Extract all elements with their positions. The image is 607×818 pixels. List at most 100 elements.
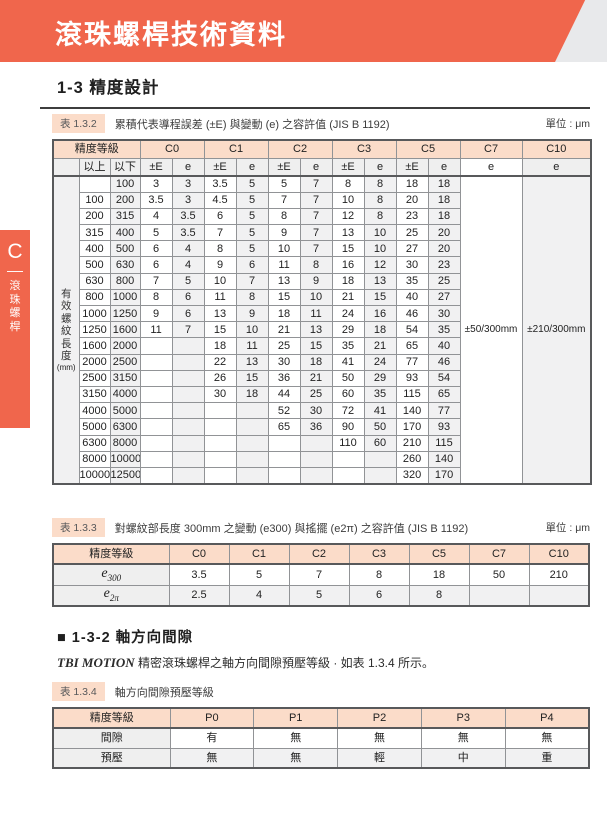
table-cell: 1250 <box>109 304 141 323</box>
table-cell: 12500 <box>109 466 141 485</box>
table-cell: 6 <box>171 304 205 323</box>
header-cell: ±E <box>267 157 301 177</box>
table-132-title: 累積代表導程誤差 (±E) 與變動 (e) 之容許值 (JIS B 1192) <box>114 118 390 131</box>
table-cell: 115 <box>395 385 429 404</box>
table-cell: 5 <box>171 272 205 290</box>
table-cell: 6 <box>171 288 205 307</box>
table-cell <box>299 450 333 468</box>
variation-table: 精度等級 C0 C1 C2 C3 C5 C7 C10 e300 3.5 5 7 8 18 50 210 e2π… <box>52 543 590 607</box>
table-cell: 5 <box>139 224 173 242</box>
page-title: 滾珠螺桿技術資料 <box>55 20 287 50</box>
table-cell: 18 <box>427 175 461 193</box>
table-row: 100 200 3.5 3 4.5 5 7 7 10 8 20 18 <box>53 191 591 209</box>
table-cell: 25 <box>395 224 429 242</box>
table-cell: 1250 <box>78 321 111 339</box>
table-cell: 8 <box>363 191 397 209</box>
top-banner: 滾珠螺桿技術資料 <box>0 0 607 62</box>
table-cell: 5000 <box>109 402 141 420</box>
header-cell: C7 <box>468 543 530 565</box>
table-cell: 44 <box>267 385 301 404</box>
table-cell: 15 <box>203 321 237 339</box>
table-cell: 1600 <box>78 337 111 355</box>
table-cell: 8 <box>299 256 333 274</box>
header-cell: e <box>235 157 269 177</box>
header-cell: C2 <box>288 543 350 565</box>
table-cell: 35 <box>427 321 461 339</box>
table-cell: 10 <box>331 191 365 209</box>
table-cell: 170 <box>395 418 429 436</box>
table-cell: 11 <box>139 321 173 339</box>
table-cell: 72 <box>331 402 365 420</box>
table-cell: 40 <box>427 337 461 355</box>
table-cell: 200 <box>109 191 141 209</box>
table-row: 800 1000 8 6 11 8 15 10 21 15 40 27 <box>53 288 591 307</box>
table-cell: 500 <box>78 256 111 274</box>
table-cell: 7 <box>288 563 350 586</box>
table-cell: 26 <box>203 369 237 387</box>
table-132-caption: 表 1.3.2 累積代表導程誤差 (±E) 與變動 (e) 之容許值 (JIS … <box>52 114 590 133</box>
table-cell: 65 <box>395 337 429 355</box>
c10-tolerance-cell: ±210/300mm <box>521 175 592 485</box>
table-cell: 11 <box>203 288 237 307</box>
table-cell: 54 <box>427 369 461 387</box>
table-cell: 800 <box>109 272 141 290</box>
header-cell: 精度等級 <box>52 139 141 159</box>
table-132-chip: 表 1.3.2 <box>52 114 105 133</box>
table-cell <box>331 466 365 485</box>
table-cell: 5 <box>235 175 269 193</box>
table-cell: 21 <box>267 321 301 339</box>
table-cell <box>171 369 205 387</box>
table-cell <box>299 466 333 485</box>
table-cell: 18 <box>235 385 269 404</box>
table-132-unit: 單位 : μm <box>545 118 590 130</box>
table-134-chip: 表 1.3.4 <box>52 682 105 701</box>
header-row: 精度等級 C0 C1 C2 C3 C5 C7 C10 <box>52 139 592 159</box>
table-cell: 29 <box>331 321 365 339</box>
chapter-label-vertical: 滾珠螺桿 <box>0 281 30 333</box>
table-cell <box>139 369 173 387</box>
lead-error-table: 精度等級 C0 C1 C2 C3 C5 C7 C10 以上 以下 ±E e ±E e ±E e ±E e ±E e e e… <box>52 139 593 485</box>
t133-head: 精度等級 C0 C1 C2 C3 C5 C7 C10 <box>52 543 590 565</box>
table-133-block: 表 1.3.3 對螺紋部長度 300mm 之變動 (e300) 與搖擺 (e2π… <box>52 518 590 607</box>
table-cell: 3 <box>171 175 205 193</box>
table-cell: 315 <box>78 224 111 242</box>
table-cell: 41 <box>331 353 365 371</box>
table-cell: 30 <box>267 353 301 371</box>
chapter-letter: C <box>7 240 23 263</box>
table-cell: 輕 <box>337 747 422 769</box>
table-row: 2000 2500 22 13 30 18 41 24 77 46 <box>53 353 591 371</box>
table-cell: 5 <box>288 584 350 607</box>
table-row: 間隙有無無無無 <box>52 727 590 749</box>
table-cell <box>235 418 269 436</box>
table-row: 預壓無無輕中重 <box>52 747 590 769</box>
table-cell: 54 <box>395 321 429 339</box>
header-cell: P2 <box>337 707 422 729</box>
table-cell <box>139 353 173 371</box>
table-cell: 4 <box>171 240 205 258</box>
table-cell: 無 <box>420 727 506 749</box>
table-cell: 7 <box>299 175 333 193</box>
table-cell: 7 <box>299 224 333 242</box>
table-cell: 6 <box>235 256 269 274</box>
table-cell: 無 <box>504 727 590 749</box>
banner-diagonal-decoration <box>555 0 607 62</box>
table-row: 4000 5000 52 30 72 41 140 77 <box>53 402 591 420</box>
table-cell: 1000 <box>78 304 111 323</box>
table-cell: 315 <box>109 207 141 226</box>
row-group-label: 有效螺紋長度 (mm) <box>52 175 80 485</box>
table-cell: 36 <box>299 418 333 436</box>
chapter-side-tab[interactable]: C 滾珠螺桿 <box>0 230 30 428</box>
table-cell: 4.5 <box>203 191 237 209</box>
table-cell: 2000 <box>109 337 141 355</box>
table-cell: 18 <box>395 175 429 193</box>
t134-head: 精度等級 P0 P1 P2 P3 P4 <box>52 707 590 729</box>
header-row: 精度等級 P0 P1 P2 P3 P4 <box>52 707 590 729</box>
header-cell: C2 <box>267 139 333 159</box>
t132-body: 有效螺紋長度 (mm) 100 3 3 3.5 5 5 7 8 8 18 18 ±50/300mm ±210… <box>52 175 592 485</box>
table-row: e300 3.5 5 7 8 18 50 210 <box>52 563 590 586</box>
header-cell: e <box>171 157 205 177</box>
header-cell: C1 <box>228 543 290 565</box>
table-cell: 630 <box>78 272 111 290</box>
table-cell: 7 <box>299 240 333 258</box>
